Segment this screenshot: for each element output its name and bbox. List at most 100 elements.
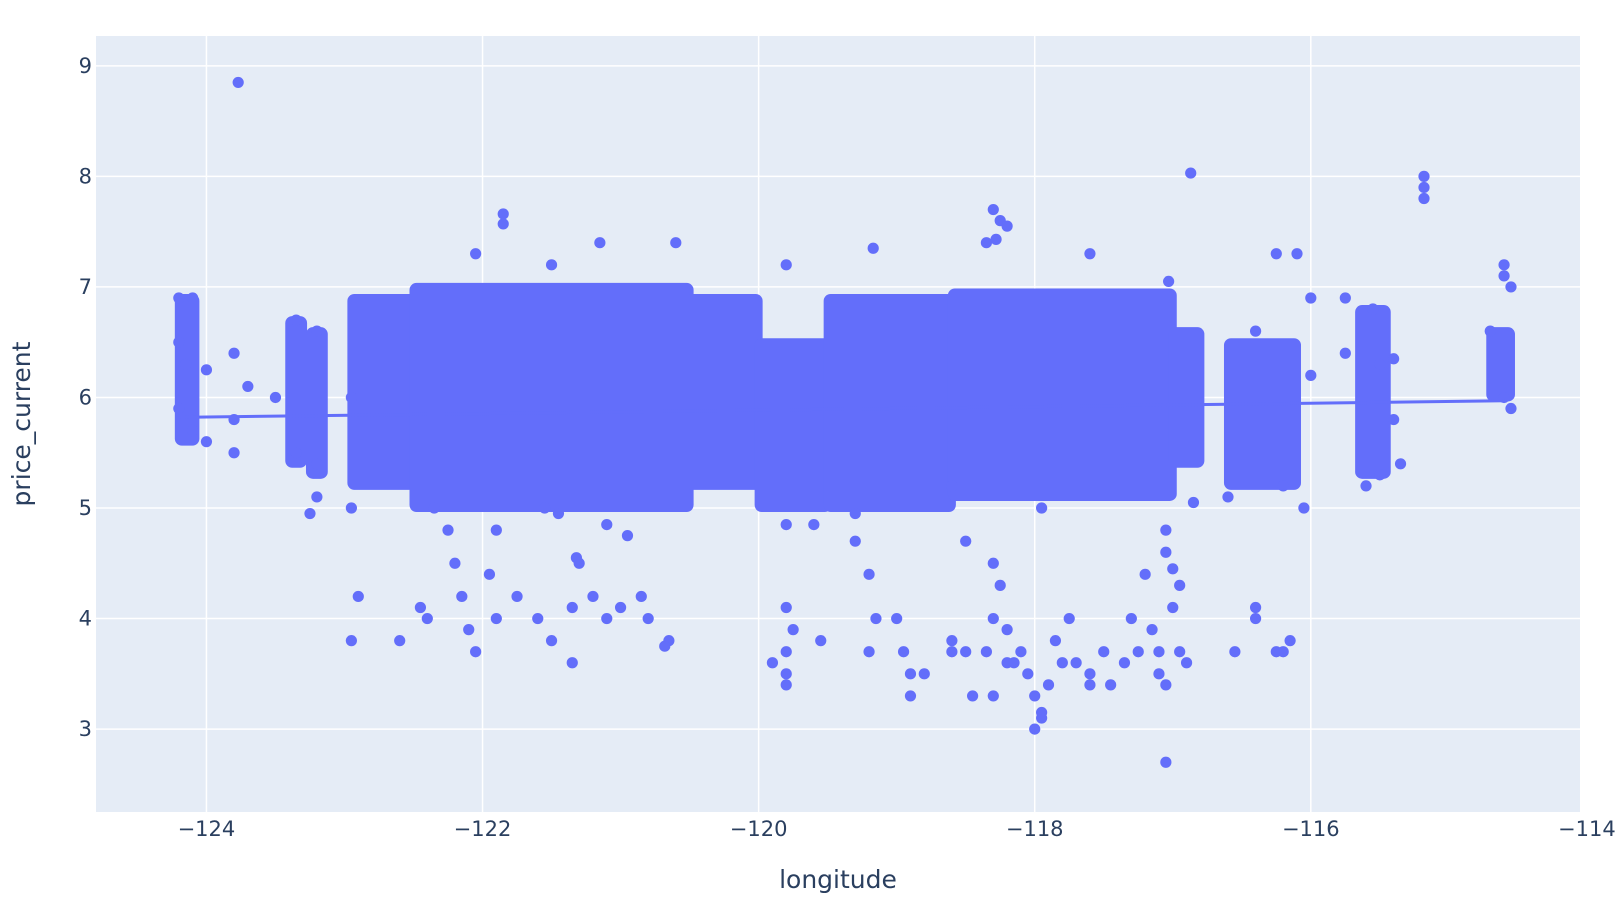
x-tick-label: −116 <box>1282 817 1340 841</box>
point-cluster <box>1486 327 1515 402</box>
data-point <box>766 657 779 669</box>
data-point <box>815 635 827 647</box>
data-point <box>1167 563 1179 575</box>
data-point <box>1174 579 1186 591</box>
trendline-group <box>178 399 1505 419</box>
x-axis-title: longitude <box>779 865 897 894</box>
data-point <box>1498 270 1510 282</box>
data-point <box>980 646 993 658</box>
data-point <box>1174 646 1186 658</box>
data-points <box>173 76 1517 768</box>
data-point <box>1118 657 1131 669</box>
data-point <box>566 601 578 614</box>
data-point <box>1160 546 1172 558</box>
data-point <box>987 690 999 702</box>
point-cluster <box>754 338 832 513</box>
point-cluster <box>685 293 763 490</box>
point-cluster <box>947 288 1177 501</box>
data-point <box>1277 480 1289 492</box>
data-point <box>449 557 461 569</box>
point-cluster <box>1355 305 1391 479</box>
point-cluster <box>1168 327 1205 468</box>
x-tick-label: −118 <box>1006 817 1064 841</box>
data-point <box>290 314 302 326</box>
data-point <box>1388 413 1400 426</box>
data-point <box>1125 612 1137 625</box>
data-point <box>1008 657 1020 669</box>
data-point <box>897 646 910 658</box>
data-point <box>428 502 440 514</box>
data-point <box>1388 353 1400 365</box>
point-cluster <box>285 316 308 468</box>
data-point <box>470 646 482 658</box>
data-point <box>1001 624 1013 636</box>
data-point <box>242 380 254 393</box>
trendline <box>178 399 1505 419</box>
data-point <box>670 237 682 249</box>
x-tick-label: −122 <box>454 817 512 841</box>
data-point <box>1229 646 1241 658</box>
data-point <box>1029 723 1041 735</box>
data-point <box>1418 192 1430 205</box>
x-tick-label: −120 <box>730 817 788 841</box>
point-cluster <box>409 282 694 513</box>
data-point <box>345 391 357 404</box>
data-point <box>1270 646 1282 658</box>
point-cluster <box>823 293 956 513</box>
data-point <box>1374 469 1386 481</box>
data-point <box>1505 402 1517 415</box>
data-point <box>545 635 558 647</box>
data-point <box>1418 181 1430 194</box>
data-point <box>614 601 627 614</box>
data-point <box>187 292 199 304</box>
data-point <box>780 259 792 271</box>
data-point <box>511 590 523 603</box>
data-point <box>990 233 1002 245</box>
data-point <box>1270 248 1282 260</box>
data-point <box>187 425 199 437</box>
data-point <box>180 358 192 370</box>
data-point <box>1394 458 1407 470</box>
data-point <box>601 518 613 531</box>
data-point <box>1084 668 1096 680</box>
data-point <box>780 679 792 691</box>
data-point <box>1498 259 1510 271</box>
data-point <box>780 601 792 614</box>
data-point <box>228 447 240 459</box>
data-point <box>1180 657 1193 669</box>
data-point <box>1484 325 1496 337</box>
data-point <box>1360 480 1372 492</box>
data-point <box>587 590 599 603</box>
data-point <box>1001 220 1013 232</box>
data-point <box>849 507 861 520</box>
data-point <box>497 218 509 230</box>
data-point <box>1418 170 1430 182</box>
data-point <box>946 635 958 647</box>
point-cluster <box>1223 338 1302 490</box>
data-point <box>1153 668 1165 680</box>
data-point <box>1187 496 1200 509</box>
data-point <box>891 612 903 625</box>
y-tick-label: 3 <box>79 717 92 741</box>
data-point <box>1298 502 1310 514</box>
data-point <box>1063 612 1075 625</box>
data-point <box>228 347 240 359</box>
data-point <box>483 568 496 580</box>
data-point <box>490 612 502 625</box>
data-point <box>918 668 930 680</box>
data-point <box>1222 491 1234 503</box>
data-point <box>545 259 558 271</box>
data-point <box>635 590 647 603</box>
data-point <box>904 668 917 680</box>
data-point <box>863 568 875 580</box>
data-point <box>573 557 585 569</box>
y-tick-label: 8 <box>79 164 92 188</box>
data-point <box>1070 657 1082 669</box>
data-point <box>1367 303 1379 315</box>
data-point <box>345 502 357 514</box>
data-point <box>621 530 634 542</box>
data-point <box>1105 679 1117 691</box>
data-point <box>1153 646 1165 658</box>
data-point <box>173 402 185 415</box>
